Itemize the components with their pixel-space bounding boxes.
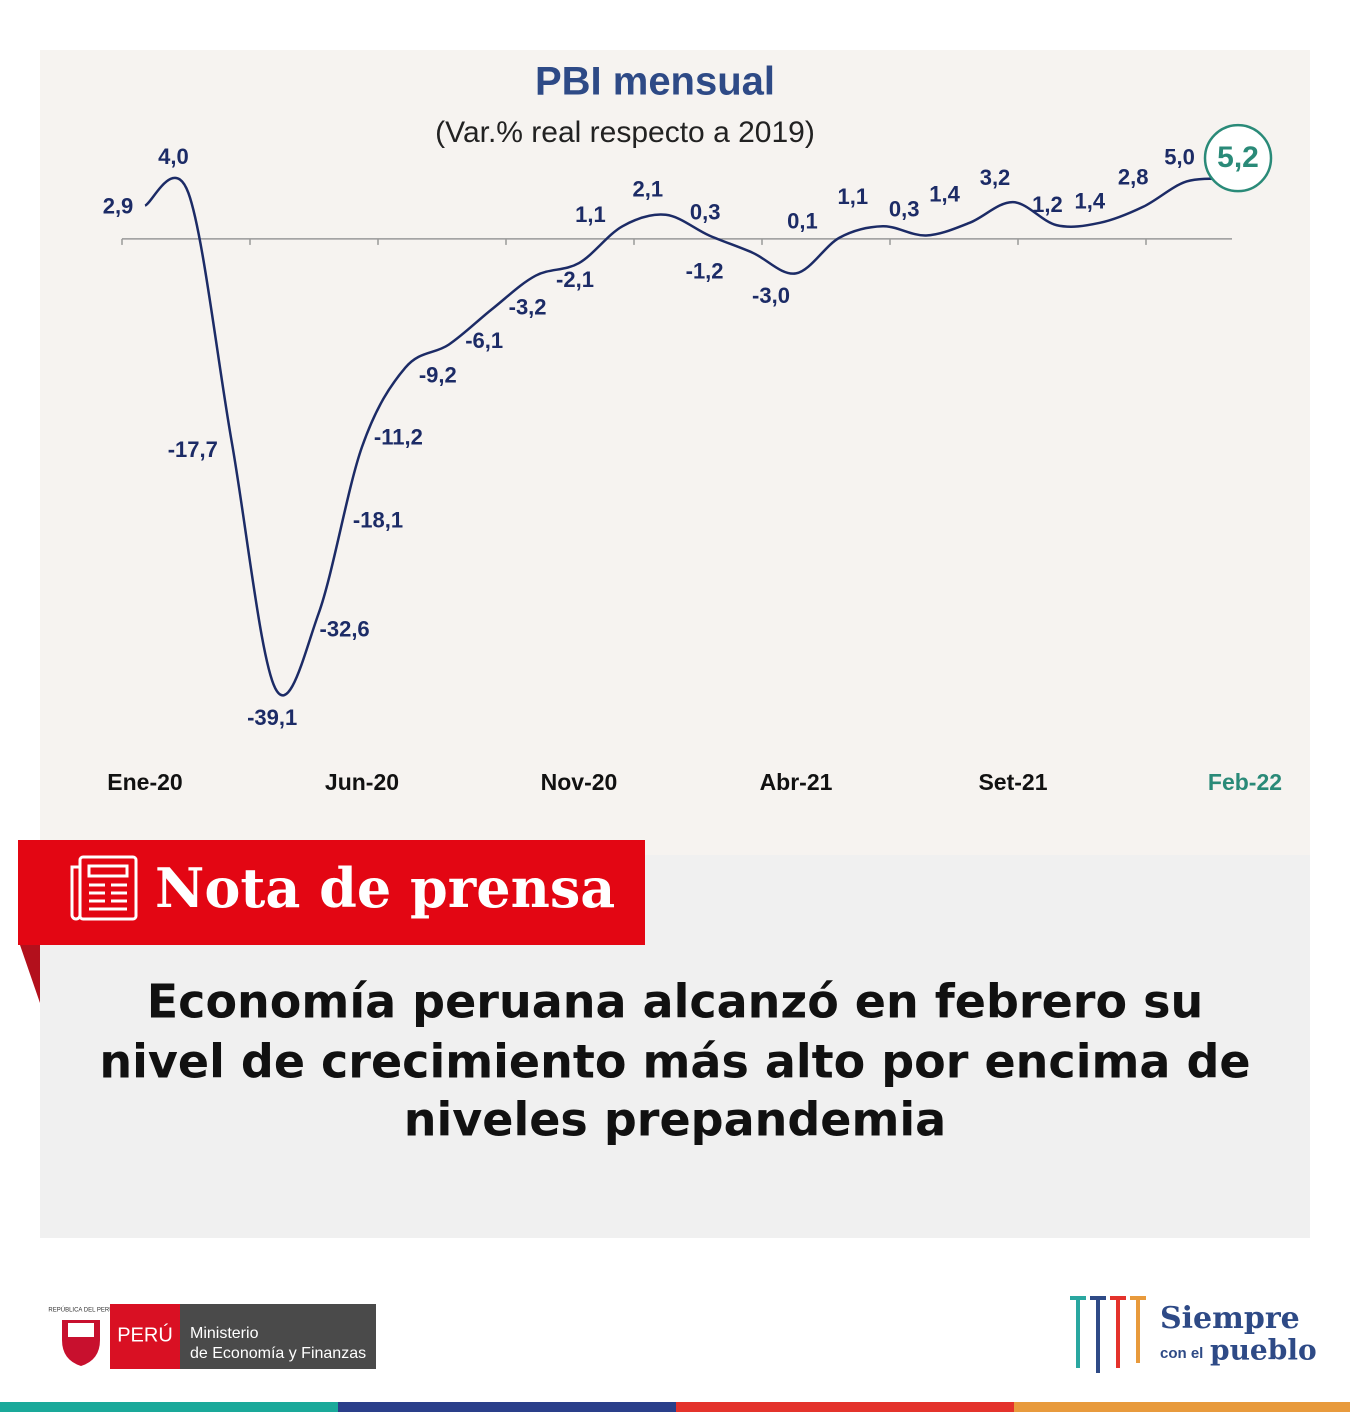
- slogan-text: Siempre: [1160, 1301, 1300, 1336]
- peru-box: [110, 1304, 180, 1369]
- x-tick-label: Feb-22: [1208, 769, 1282, 795]
- value-label: 1,1: [838, 184, 869, 209]
- chart-title: PBI mensual: [535, 60, 775, 104]
- value-label: -2,1: [556, 267, 594, 292]
- headline-line: nivel de crecimiento más alto por encima…: [99, 1035, 1250, 1089]
- press-label: Nota de prensa: [155, 856, 615, 920]
- headline-line: niveles prepandemia: [404, 1093, 946, 1147]
- x-tick-label: Jun-20: [325, 769, 399, 795]
- ministry-text: Ministerio: [190, 1325, 259, 1342]
- peru-logo: REPÚBLICA DEL PERÚ PERÚ Ministerio de Ec…: [48, 1304, 376, 1369]
- value-label: -9,2: [419, 362, 457, 387]
- x-tick-label: Set-21: [978, 769, 1047, 795]
- value-label: 1,1: [575, 202, 606, 227]
- slogan-logo: Siempre con el pueblo: [1070, 1296, 1317, 1373]
- value-label: 0,3: [889, 196, 920, 221]
- slogan-text: con el: [1160, 1345, 1203, 1362]
- ministry-text: de Economía y Finanzas: [190, 1345, 366, 1362]
- value-label: 1,2: [1032, 192, 1063, 217]
- stripe: [676, 1402, 1014, 1412]
- slogan-icon: [1070, 1296, 1146, 1373]
- highlight-circle: [1203, 123, 1273, 193]
- seal-text: REPÚBLICA DEL PERÚ: [48, 1307, 113, 1314]
- headline-line: Economía peruana alcanzó en febrero su: [147, 975, 1203, 1029]
- chart-subtitle: (Var.% real respecto a 2019): [435, 116, 815, 149]
- x-tick-label: Ene-20: [107, 769, 182, 795]
- stripe: [1014, 1402, 1350, 1412]
- news-icon: [70, 855, 138, 921]
- value-label: -11,2: [374, 424, 423, 449]
- value-label: 5,0: [1164, 144, 1195, 169]
- ministry-box: [180, 1304, 376, 1369]
- coat-of-arms-shield: [68, 1323, 94, 1337]
- stripe: [338, 1402, 676, 1412]
- value-label: 4,0: [158, 144, 189, 169]
- value-label: 2,8: [1118, 165, 1149, 190]
- value-label: 1,4: [929, 182, 960, 207]
- value-label: -17,7: [168, 437, 218, 462]
- slogan-text: pueblo: [1210, 1334, 1317, 1367]
- value-label: 0,1: [787, 209, 818, 234]
- value-label: 5,2: [1217, 141, 1259, 174]
- chart-panel: [40, 50, 1310, 855]
- value-label: -18,1: [353, 508, 403, 533]
- value-label: 0,3: [690, 199, 721, 224]
- value-label: 1,4: [1075, 189, 1106, 214]
- value-label: 3,2: [980, 165, 1011, 190]
- value-label: 2,9: [103, 193, 134, 218]
- value-label: -6,1: [465, 328, 503, 353]
- data-line: [144, 176, 1231, 697]
- peru-text: PERÚ: [117, 1323, 173, 1346]
- value-label: -1,2: [686, 259, 724, 284]
- x-tick-label: Nov-20: [541, 769, 618, 795]
- value-label: 2,1: [633, 177, 664, 202]
- value-label: -3,2: [509, 295, 547, 320]
- x-tick-label: Abr-21: [760, 769, 833, 795]
- value-label: -32,6: [320, 616, 370, 641]
- value-label: -3,0: [752, 283, 790, 308]
- banner-fold: [20, 945, 40, 1003]
- value-label: -39,1: [247, 705, 297, 730]
- stripe: [0, 1402, 338, 1412]
